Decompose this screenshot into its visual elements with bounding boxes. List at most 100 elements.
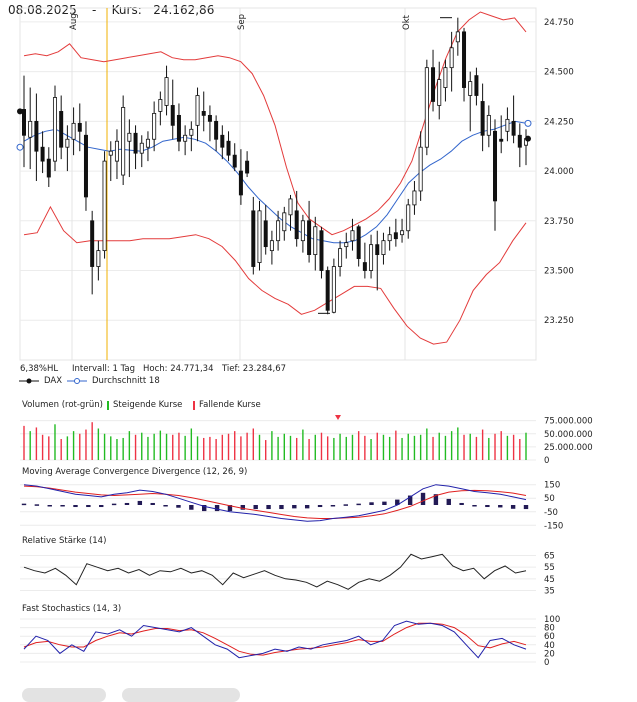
info-low: Tief: 23.284,67 (222, 364, 287, 374)
header-price-label: Kurs: (111, 3, 142, 17)
candle-body (164, 77, 169, 106)
macd-histogram-bar (485, 505, 490, 508)
macd-histogram-bar (60, 505, 65, 507)
price-panel-frame (19, 7, 537, 361)
stoch-tick-label: 40 (544, 641, 555, 651)
macd-histogram-bar (407, 495, 413, 505)
candle-body (257, 210, 262, 263)
start-ma-dot (16, 143, 24, 151)
candle-body (127, 132, 132, 142)
macd-histogram-bar (124, 502, 130, 505)
candle-body (455, 31, 460, 43)
candle-body (59, 111, 64, 148)
candle-body (375, 244, 380, 255)
month-label: Okt (402, 14, 412, 30)
candle-body (245, 160, 250, 174)
macd-histogram-bar (163, 505, 168, 507)
price-tick-label: 24.500 (544, 68, 574, 78)
candle-body (431, 67, 436, 102)
legend-down-swatch (193, 400, 195, 410)
macd-histogram-bar (34, 504, 40, 506)
volume-overflow-arrow (335, 415, 341, 420)
header-price: 24.162,86 (153, 3, 215, 17)
candle-body (443, 67, 448, 88)
info-interval: Intervall: 1 Tag (72, 364, 135, 374)
moving-average-line (23, 120, 527, 244)
rsi-line (23, 553, 527, 590)
stoch-tick-label: 20 (544, 649, 555, 659)
legend-dax-icon (19, 378, 39, 384)
info-high: Hoch: 24.771,34 (143, 364, 214, 374)
candle-body (121, 107, 126, 176)
macd-histogram-bar (382, 501, 387, 505)
month-label: Aug (69, 13, 79, 30)
macd-histogram-bar (433, 494, 439, 505)
macd-histogram-bar (47, 505, 52, 507)
candle-body (319, 230, 324, 271)
candle-body (480, 101, 485, 136)
macd-histogram-bar (240, 505, 246, 510)
candle-body (83, 134, 88, 198)
candle-body (276, 220, 281, 242)
macd-histogram-bar (111, 503, 117, 506)
bottom-tab-1[interactable] (22, 688, 106, 702)
candle-body (350, 230, 355, 242)
candle-body (96, 250, 101, 267)
stoch-tick-label: 60 (544, 632, 555, 642)
macd-title: Moving Average Convergence Divergence (1… (22, 467, 248, 477)
candle-body (214, 120, 219, 140)
macd-histogram-bar (510, 505, 516, 509)
stoch-tick-label: 100 (544, 615, 560, 625)
volume-tick-label: 75.000.000 (544, 417, 593, 427)
macd-histogram-bar (472, 505, 477, 507)
macd-histogram-bar (266, 505, 271, 510)
candle-body (437, 79, 442, 106)
price-tick-label: 23.500 (544, 267, 574, 277)
candle-body (201, 111, 206, 116)
candle-body (52, 97, 57, 162)
candle-body (158, 99, 163, 112)
stoch-d-line (23, 622, 527, 656)
macd-histogram-bar (73, 505, 78, 508)
price-tick-label: 24.750 (544, 18, 574, 28)
macd-histogram-bar (446, 498, 451, 505)
legend-ma-label: Durchschnitt 18 (92, 376, 160, 386)
macd-histogram-bar (330, 505, 336, 507)
legend-ma: Durchschnitt 18 (66, 376, 160, 386)
macd-histogram-bar (137, 500, 143, 505)
candle-body (517, 134, 522, 148)
candle-body (65, 138, 70, 148)
month-label: Sep (237, 14, 247, 30)
candle-body (282, 212, 287, 232)
start-price-dot (17, 108, 23, 115)
header-separator: - (92, 3, 97, 17)
macd-histogram-bar (150, 502, 155, 505)
candle-body (40, 146, 45, 162)
candle-body (207, 114, 212, 122)
macd-histogram-bar (459, 502, 464, 505)
macd-histogram-bar (343, 504, 348, 506)
legend-ma-icon (67, 378, 87, 384)
candle-body (220, 134, 225, 148)
candle-body (362, 262, 367, 271)
bollinger-upper-line (23, 11, 527, 236)
macd-histogram-bar (253, 505, 258, 510)
candle-body (28, 120, 33, 138)
bottom-tab-2[interactable] (122, 688, 240, 702)
candle-body (424, 67, 429, 148)
candle-body (21, 109, 26, 136)
legend-up-label: Steigende Kurse (113, 400, 183, 410)
candle-body (133, 132, 138, 154)
macd-histogram-bar (369, 502, 374, 505)
rsi-tick-label: 35 (544, 587, 555, 597)
candle-body (474, 75, 479, 96)
macd-histogram-bar (21, 503, 27, 506)
macd-histogram-bar (214, 505, 220, 512)
candle-body (145, 138, 150, 148)
candle-body (90, 220, 95, 267)
candle-body (393, 232, 398, 240)
candle-body (300, 220, 305, 242)
candle-body (307, 220, 312, 255)
candle-body (344, 242, 349, 248)
